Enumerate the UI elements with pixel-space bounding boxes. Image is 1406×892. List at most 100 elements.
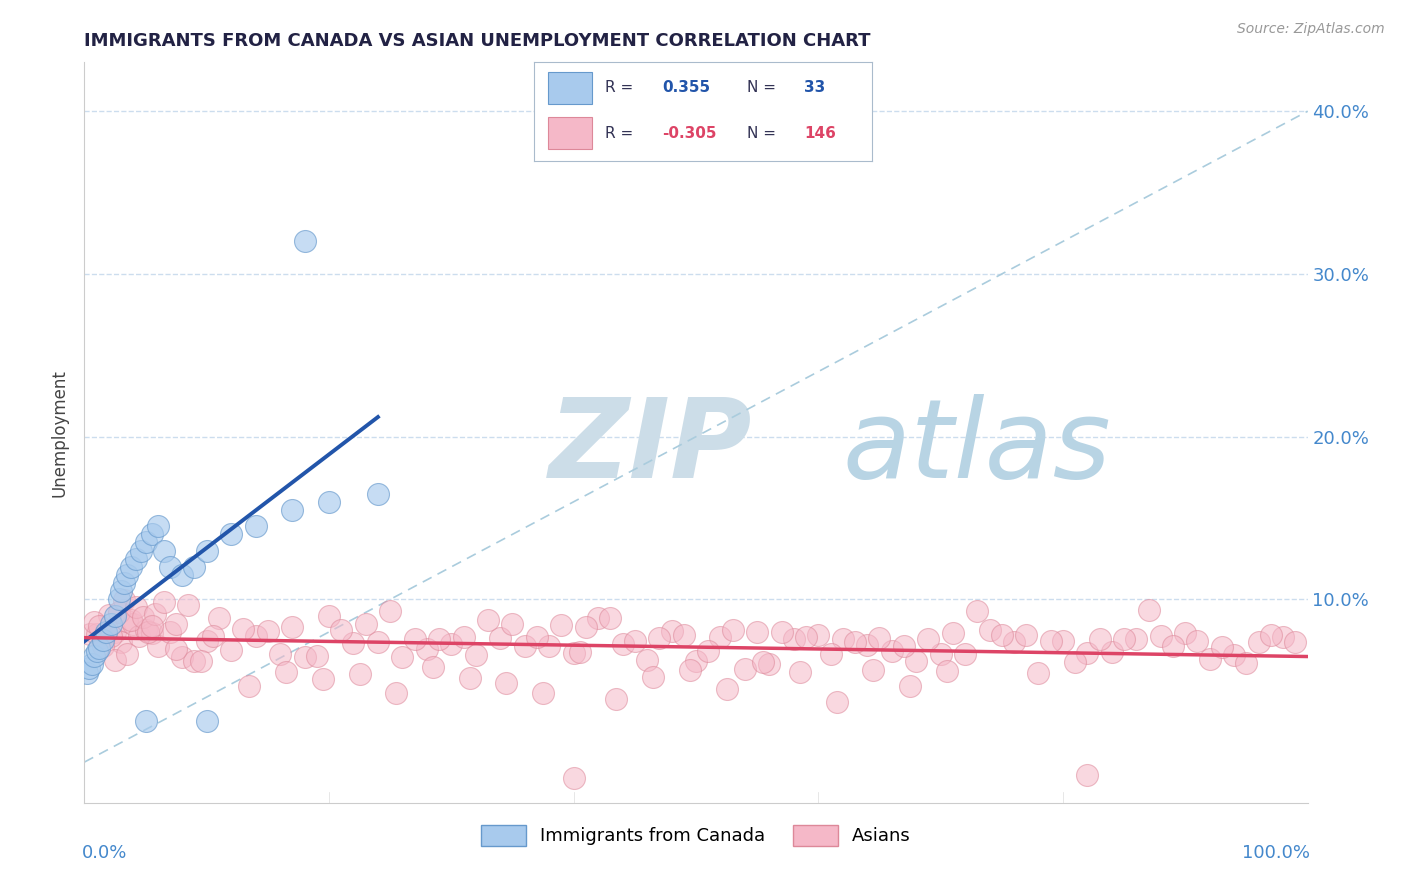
- Point: [794, 630, 817, 644]
- Point: [856, 638, 879, 652]
- Point: [1174, 625, 1197, 640]
- Point: [87, 641, 110, 656]
- Point: [195, 714, 218, 729]
- Point: [643, 670, 665, 684]
- Point: [110, 634, 132, 648]
- Point: [605, 692, 627, 706]
- Point: [367, 635, 389, 649]
- Point: [513, 640, 536, 654]
- Text: atlas: atlas: [842, 394, 1111, 501]
- Point: [120, 613, 142, 627]
- Point: [807, 628, 830, 642]
- Text: -0.305: -0.305: [662, 126, 717, 141]
- Point: [709, 631, 731, 645]
- Point: [416, 641, 439, 656]
- Point: [135, 535, 157, 549]
- Point: [79, 626, 101, 640]
- Point: [91, 630, 114, 644]
- Point: [489, 632, 512, 646]
- Point: [135, 623, 157, 637]
- Point: [87, 619, 110, 633]
- Point: [440, 636, 463, 650]
- Point: [385, 686, 408, 700]
- Point: [747, 624, 769, 639]
- Point: [1284, 634, 1306, 648]
- Point: [208, 611, 231, 625]
- Point: [281, 503, 304, 517]
- Point: [575, 620, 598, 634]
- Point: [257, 624, 280, 638]
- Point: [135, 714, 157, 729]
- Point: [294, 649, 316, 664]
- Point: [165, 617, 187, 632]
- Point: [612, 636, 634, 650]
- Point: [1052, 633, 1074, 648]
- Point: [238, 679, 260, 693]
- Point: [1198, 652, 1220, 666]
- Point: [349, 667, 371, 681]
- Point: [367, 486, 389, 500]
- Point: [128, 629, 150, 643]
- Point: [1076, 768, 1098, 782]
- Point: [1101, 645, 1123, 659]
- Point: [269, 647, 291, 661]
- Point: [721, 623, 744, 637]
- Point: [83, 649, 105, 664]
- Point: [76, 665, 98, 680]
- Point: [538, 639, 561, 653]
- Point: [477, 613, 499, 627]
- Point: [132, 610, 155, 624]
- Point: [599, 611, 621, 625]
- Point: [86, 644, 108, 658]
- Point: [783, 632, 806, 647]
- Point: [1002, 635, 1025, 649]
- Point: [1028, 665, 1050, 680]
- Point: [83, 615, 105, 629]
- Point: [1260, 628, 1282, 642]
- Point: [526, 630, 548, 644]
- Point: [770, 624, 793, 639]
- FancyBboxPatch shape: [548, 72, 592, 103]
- Point: [458, 671, 481, 685]
- Point: [141, 626, 163, 640]
- Point: [159, 625, 181, 640]
- Point: [531, 686, 554, 700]
- Text: 33: 33: [804, 80, 825, 95]
- Text: Source: ZipAtlas.com: Source: ZipAtlas.com: [1237, 22, 1385, 37]
- Text: 0.0%: 0.0%: [82, 844, 128, 862]
- Point: [219, 643, 242, 657]
- Point: [672, 628, 695, 642]
- Point: [562, 772, 585, 786]
- Point: [422, 660, 444, 674]
- Point: [586, 610, 609, 624]
- Point: [917, 632, 939, 646]
- Text: 146: 146: [804, 126, 837, 141]
- Point: [129, 543, 152, 558]
- Point: [905, 654, 928, 668]
- Point: [1161, 639, 1184, 653]
- Point: [318, 609, 340, 624]
- Point: [550, 618, 572, 632]
- Point: [120, 559, 142, 574]
- Point: [734, 662, 756, 676]
- Point: [96, 624, 118, 639]
- Point: [697, 644, 720, 658]
- Point: [453, 630, 475, 644]
- Point: [752, 655, 775, 669]
- Point: [195, 633, 218, 648]
- Point: [276, 665, 298, 679]
- Point: [1236, 657, 1258, 671]
- Point: [104, 653, 127, 667]
- Point: [141, 619, 163, 633]
- Point: [789, 665, 811, 679]
- Point: [880, 643, 903, 657]
- Point: [80, 657, 103, 672]
- Point: [391, 650, 413, 665]
- Legend: Immigrants from Canada, Asians: Immigrants from Canada, Asians: [474, 818, 918, 853]
- Point: [245, 519, 267, 533]
- Point: [679, 663, 702, 677]
- Text: R =: R =: [605, 126, 633, 141]
- Point: [898, 679, 921, 693]
- Point: [201, 629, 224, 643]
- Point: [141, 527, 163, 541]
